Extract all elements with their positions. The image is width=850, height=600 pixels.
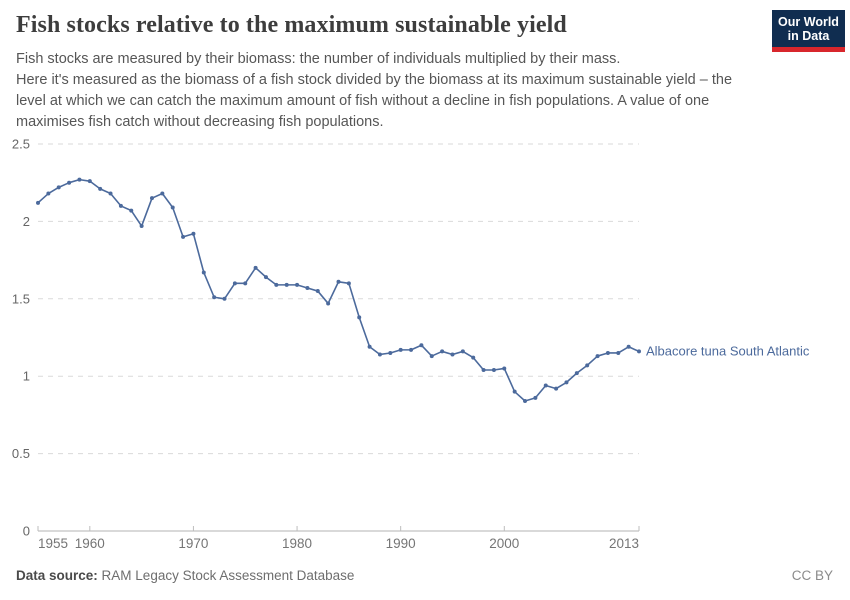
data-point-marker (160, 191, 165, 196)
data-point-marker (481, 368, 486, 373)
data-point-marker (419, 343, 424, 348)
data-point-marker (523, 398, 528, 403)
y-tick-label: 0 (23, 524, 30, 539)
data-point-marker (98, 186, 103, 191)
data-point-marker (440, 349, 445, 354)
chart-footer: Data source: RAM Legacy Stock Assessment… (16, 568, 833, 583)
y-tick-label: 2 (23, 214, 30, 229)
data-point-marker (564, 380, 569, 385)
data-point-marker (450, 352, 455, 357)
data-point-marker (554, 386, 559, 391)
data-point-marker (191, 231, 196, 236)
data-point-marker (460, 349, 465, 354)
data-point-marker (305, 285, 310, 290)
data-point-marker (637, 349, 641, 354)
y-tick-label: 1 (23, 369, 30, 384)
data-point-marker (574, 371, 579, 376)
data-point-marker (491, 368, 496, 373)
data-point-marker (626, 344, 631, 349)
data-point-marker (336, 279, 341, 284)
data-point-marker (585, 363, 590, 368)
page-title: Fish stocks relative to the maximum sust… (16, 12, 567, 38)
data-source-value: RAM Legacy Stock Assessment Database (101, 568, 355, 583)
data-point-marker (212, 295, 217, 300)
data-source: Data source: RAM Legacy Stock Assessment… (16, 568, 354, 583)
data-point-marker (409, 347, 414, 352)
data-point-marker (605, 350, 610, 355)
data-point-marker (77, 177, 82, 182)
chart-area: 0 0.5 1 1.5 2 2.5 1955 1960 1970 1980 1990 2000 2013… (0, 130, 850, 570)
data-point-marker (149, 196, 154, 201)
data-point-marker (181, 234, 186, 239)
data-point-marker (315, 289, 320, 294)
data-point-marker (36, 200, 40, 205)
data-point-marker (139, 224, 144, 229)
x-tick-label: 1990 (386, 536, 416, 551)
data-point-marker (398, 347, 403, 352)
data-point-marker (46, 191, 51, 196)
data-point-marker (346, 281, 351, 286)
data-point-marker (222, 296, 227, 301)
data-point-marker (253, 265, 258, 270)
data-point-marker (108, 191, 113, 196)
data-point-marker (170, 205, 175, 210)
data-point-marker (512, 389, 517, 394)
owid-logo-line1: Our World (778, 15, 839, 29)
data-point-marker (595, 354, 600, 359)
data-point-marker (232, 281, 237, 286)
data-point-marker (284, 282, 289, 287)
data-point-marker (543, 383, 548, 388)
owid-logo-line2: in Data (787, 29, 830, 43)
x-tick-label: 1970 (178, 536, 208, 551)
data-point-marker (367, 344, 372, 349)
owid-logo: Our World in Data (772, 10, 845, 52)
data-point-marker (243, 281, 248, 286)
data-point-marker (357, 315, 362, 320)
data-point-marker (471, 355, 476, 360)
data-point-marker (616, 350, 621, 355)
data-point-marker (56, 185, 61, 190)
data-line (37, 178, 640, 402)
data-point-marker (87, 179, 92, 184)
data-point-marker (429, 354, 434, 359)
data-point-marker (377, 352, 382, 357)
chart-subtitle: Fish stocks are measured by their biomas… (16, 51, 733, 130)
series-label: Albacore tuna South Atlantic (646, 343, 810, 358)
x-tick-label: 1955 (38, 536, 68, 551)
data-point-marker (326, 301, 331, 306)
line-chart: 0 0.5 1 1.5 2 2.5 1955 1960 1970 1980 1990 2000 2013… (12, 137, 810, 552)
data-point-marker (67, 180, 72, 185)
y-tick-label: 2.5 (12, 137, 30, 152)
data-point-marker (263, 275, 268, 280)
y-tick-label: 0.5 (12, 446, 30, 461)
data-point-marker (129, 208, 134, 213)
y-tick-label: 1.5 (12, 291, 30, 306)
data-point-marker (533, 395, 538, 400)
license-label: CC BY (791, 568, 833, 583)
data-point-marker (118, 203, 123, 208)
x-tick-label: 2013 (609, 536, 639, 551)
x-tick-label: 1980 (282, 536, 312, 551)
data-point-marker (295, 282, 300, 287)
data-point-marker (201, 270, 206, 275)
x-tick-label: 1960 (75, 536, 105, 551)
data-point-marker (502, 366, 507, 371)
x-tick-label: 2000 (489, 536, 519, 551)
data-point-marker (274, 282, 279, 287)
data-source-label: Data source: (16, 568, 98, 583)
data-point-marker (388, 350, 393, 355)
